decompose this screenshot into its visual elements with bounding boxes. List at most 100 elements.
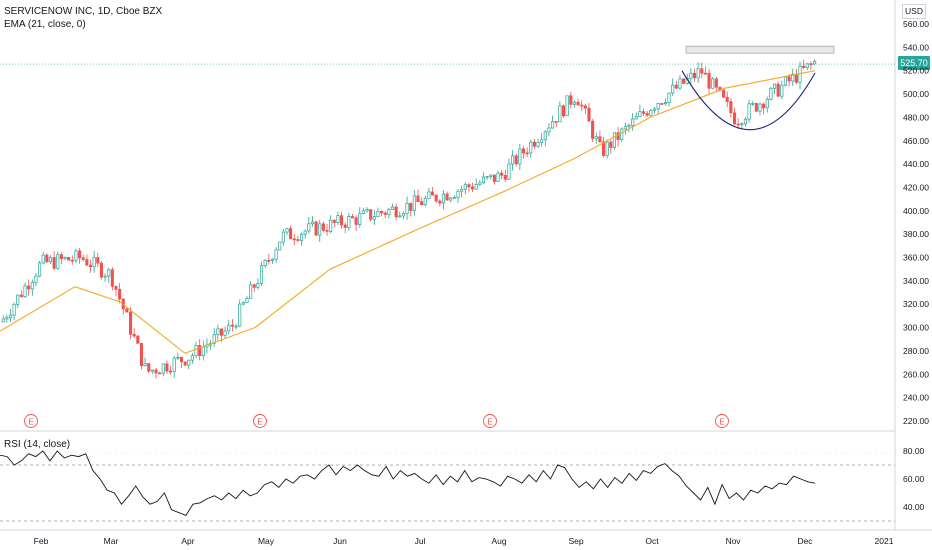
candle-body <box>303 230 307 235</box>
candle-body <box>660 103 664 105</box>
candle-body <box>230 324 234 327</box>
candle-body <box>372 216 376 220</box>
price-tick-label: 480.00 <box>903 112 929 122</box>
candle-body <box>88 264 93 268</box>
candle-body <box>445 193 449 201</box>
last-price-tag: 525.70 <box>898 56 930 70</box>
candle-body <box>620 128 624 141</box>
candle-body <box>678 78 682 89</box>
candle-body <box>645 113 649 116</box>
candle-body <box>631 118 635 126</box>
candle-body <box>201 346 205 357</box>
candle-body <box>161 363 165 374</box>
candle-body <box>59 254 63 260</box>
earnings-marker-label: E <box>719 418 724 427</box>
candle-body <box>256 282 260 288</box>
price-tick-label: 260.00 <box>903 369 929 379</box>
candle-body <box>609 141 613 148</box>
candle-body <box>765 99 769 109</box>
price-tick-label: 540.00 <box>903 42 929 52</box>
candle-body <box>576 101 580 106</box>
price-tick-label: 360.00 <box>903 253 929 263</box>
rsi-line <box>0 450 816 516</box>
candle-body <box>369 209 373 220</box>
price-tick-label: 400.00 <box>903 206 929 216</box>
candle-body <box>711 78 715 89</box>
time-axis-label: Apr <box>181 536 194 546</box>
candle-body <box>110 269 114 287</box>
price-tick-label: 320.00 <box>903 299 929 309</box>
price-tick-label: 340.00 <box>903 276 929 286</box>
candle-body <box>740 123 744 126</box>
candle-body <box>212 334 216 344</box>
candle-body <box>325 229 329 232</box>
candle-body <box>307 223 311 232</box>
candle-body <box>343 224 347 228</box>
candle-body <box>238 303 242 327</box>
candle-body <box>27 285 31 290</box>
candle-body <box>329 219 333 232</box>
candle-body <box>241 302 245 305</box>
resistance-band <box>685 45 835 54</box>
candle-body <box>165 363 169 372</box>
candle-body <box>99 262 103 278</box>
candle-body <box>136 335 140 344</box>
candle-body <box>536 141 540 147</box>
candle-body <box>430 191 435 196</box>
candle-body <box>503 174 507 180</box>
candle-body <box>390 206 395 210</box>
candle-body <box>405 202 409 214</box>
price-tick-label: 520.00 <box>903 66 929 76</box>
candle-body <box>332 219 336 224</box>
candle-body <box>547 127 551 133</box>
candle-body <box>427 191 431 199</box>
candle-body <box>227 324 231 332</box>
currency-button[interactable]: USD <box>902 4 926 19</box>
price-tick-label: 460.00 <box>903 136 929 146</box>
candle-body <box>383 212 387 215</box>
earnings-marker <box>24 414 38 428</box>
candle-body <box>478 182 482 185</box>
candle-body <box>398 215 402 218</box>
candle-body <box>74 250 78 261</box>
rsi-legend: RSI (14, close) <box>4 439 71 450</box>
candle-body <box>263 259 267 267</box>
candle-body <box>318 223 322 236</box>
candle-body <box>361 210 365 214</box>
candle-body <box>441 193 445 204</box>
candle-body <box>732 112 737 125</box>
earnings-marker <box>483 414 497 428</box>
candle-body <box>569 95 573 105</box>
candle-body <box>96 257 100 264</box>
candle-body <box>591 120 595 139</box>
time-axis-label: Feb <box>34 536 49 546</box>
price-tick-label: 440.00 <box>903 159 929 169</box>
time-axis-label: Aug <box>491 536 506 546</box>
candle-body <box>336 215 340 224</box>
candle-body <box>656 103 660 110</box>
candle-body <box>340 215 344 226</box>
price-tick-label: 220.00 <box>903 416 929 426</box>
candle-body <box>787 76 791 82</box>
candle-body <box>274 249 278 260</box>
candle-body <box>92 257 96 268</box>
candle-body <box>525 152 529 155</box>
candle-body <box>85 259 89 266</box>
candle-body <box>463 184 467 190</box>
candle-body <box>67 257 71 261</box>
candle-body <box>158 372 162 375</box>
candle-body <box>813 61 817 65</box>
candle-body <box>216 328 220 336</box>
candle-body <box>696 68 700 79</box>
rsi-tick-label: 40.00 <box>903 502 925 512</box>
candle-body <box>529 141 533 154</box>
ema-path <box>0 70 816 354</box>
candle-body <box>725 96 729 102</box>
pattern-annotations <box>0 45 895 131</box>
candle-body <box>474 184 478 190</box>
candle-body <box>132 333 136 337</box>
candle-body <box>540 139 544 143</box>
candle-body <box>125 308 129 313</box>
candle-body <box>496 172 500 182</box>
